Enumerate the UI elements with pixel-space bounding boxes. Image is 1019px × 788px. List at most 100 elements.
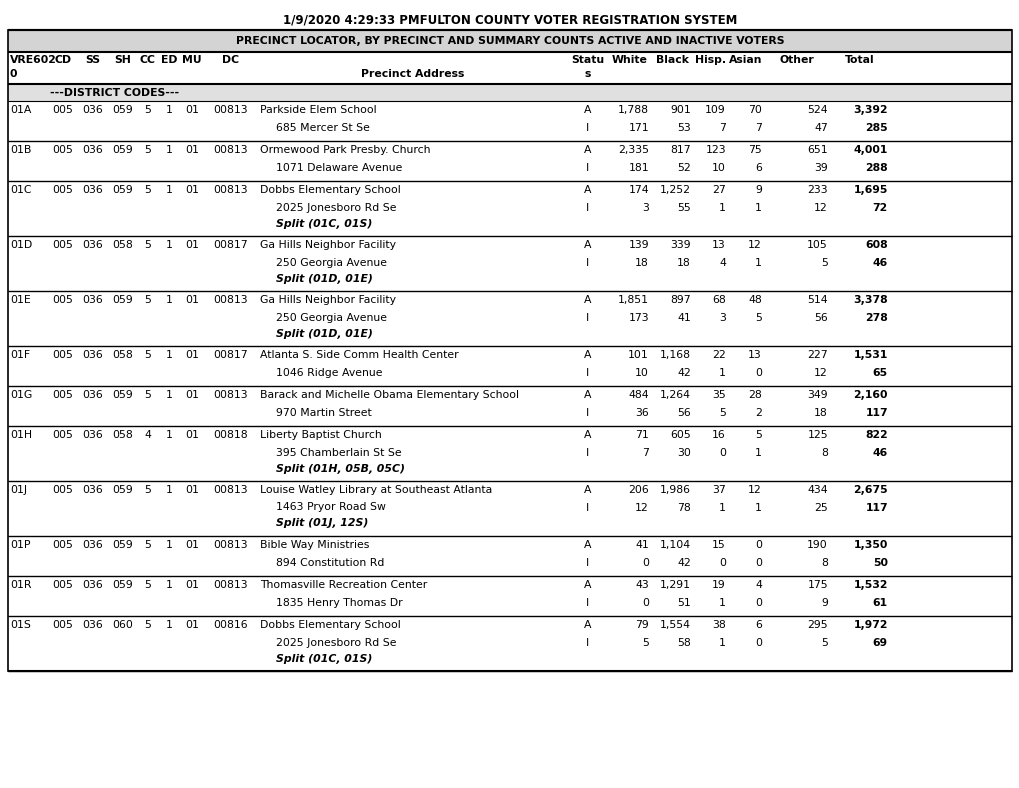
Text: 174: 174	[628, 185, 648, 195]
Text: 1,986: 1,986	[659, 485, 690, 495]
Text: 18: 18	[677, 258, 690, 267]
Text: A: A	[583, 105, 591, 115]
Text: 43: 43	[635, 580, 648, 590]
Text: Ormewood Park Presby. Church: Ormewood Park Presby. Church	[260, 145, 430, 155]
Text: 5: 5	[145, 350, 151, 360]
Text: 01R: 01R	[10, 580, 32, 590]
Text: 5: 5	[145, 295, 151, 305]
Text: 00813: 00813	[213, 185, 248, 195]
Text: 059: 059	[112, 390, 133, 400]
Text: s: s	[584, 69, 590, 79]
Text: 1: 1	[754, 203, 761, 213]
Text: Precinct Address: Precinct Address	[361, 69, 464, 79]
Text: I: I	[585, 503, 589, 512]
Text: 01H: 01H	[10, 430, 32, 440]
Text: 56: 56	[813, 313, 827, 322]
Text: DC: DC	[222, 55, 239, 65]
Text: A: A	[583, 390, 591, 400]
Text: 01: 01	[184, 145, 199, 155]
Text: 01G: 01G	[10, 390, 33, 400]
Text: 47: 47	[813, 122, 827, 132]
Text: I: I	[585, 448, 589, 458]
Text: 1,104: 1,104	[659, 540, 690, 550]
Text: 5: 5	[145, 145, 151, 155]
Text: 01: 01	[184, 430, 199, 440]
Text: 56: 56	[677, 407, 690, 418]
Text: 01: 01	[184, 620, 199, 630]
Text: 2: 2	[754, 407, 761, 418]
Text: 48: 48	[748, 295, 761, 305]
Text: 01: 01	[184, 580, 199, 590]
Text: A: A	[583, 430, 591, 440]
Text: 058: 058	[112, 430, 133, 440]
Text: I: I	[585, 203, 589, 213]
Text: 5: 5	[754, 430, 761, 440]
Text: 6: 6	[754, 620, 761, 630]
Text: 901: 901	[669, 105, 690, 115]
Text: 036: 036	[83, 240, 103, 250]
Text: 41: 41	[677, 313, 690, 322]
Text: Black: Black	[655, 55, 688, 65]
Text: 7: 7	[754, 122, 761, 132]
Text: 2,675: 2,675	[853, 485, 888, 495]
Text: 1: 1	[754, 258, 761, 267]
Text: 608: 608	[864, 240, 888, 250]
Text: 5: 5	[820, 258, 827, 267]
Text: 288: 288	[864, 162, 888, 173]
Text: 005: 005	[53, 105, 73, 115]
Text: 1: 1	[165, 540, 172, 550]
Bar	[8, 84, 1011, 101]
Text: 5: 5	[820, 637, 827, 648]
Text: 339: 339	[669, 240, 690, 250]
Text: 105: 105	[806, 240, 827, 250]
Text: 139: 139	[628, 240, 648, 250]
Text: 1046 Ridge Avenue: 1046 Ridge Avenue	[276, 367, 382, 377]
Text: 70: 70	[747, 105, 761, 115]
Text: 79: 79	[635, 620, 648, 630]
Text: 5: 5	[145, 105, 151, 115]
Text: 00813: 00813	[213, 105, 248, 115]
Text: 605: 605	[669, 430, 690, 440]
Text: 036: 036	[83, 430, 103, 440]
Text: 65: 65	[872, 367, 888, 377]
Text: Ga Hills Neighbor Facility: Ga Hills Neighbor Facility	[260, 240, 395, 250]
Text: 68: 68	[711, 295, 726, 305]
Text: 8: 8	[820, 557, 827, 567]
Text: 036: 036	[83, 485, 103, 495]
Text: 61: 61	[872, 597, 888, 608]
Text: 5: 5	[754, 313, 761, 322]
Text: 1/9/2020 4:29:33 PMFULTON COUNTY VOTER REGISTRATION SYSTEM: 1/9/2020 4:29:33 PMFULTON COUNTY VOTER R…	[282, 13, 737, 26]
Text: 0: 0	[641, 597, 648, 608]
Text: 1,252: 1,252	[659, 185, 690, 195]
Text: Split (01C, 01S): Split (01C, 01S)	[276, 218, 372, 229]
Text: 00817: 00817	[213, 350, 248, 360]
Text: 005: 005	[53, 240, 73, 250]
Text: 036: 036	[83, 185, 103, 195]
Text: 7: 7	[718, 122, 726, 132]
Text: 71: 71	[635, 430, 648, 440]
Text: Other: Other	[779, 55, 813, 65]
Text: 1,168: 1,168	[659, 350, 690, 360]
Text: 3,392: 3,392	[853, 105, 888, 115]
Text: Liberty Baptist Church: Liberty Baptist Church	[260, 430, 381, 440]
Text: 1: 1	[754, 448, 761, 458]
Text: 651: 651	[807, 145, 827, 155]
Text: I: I	[585, 597, 589, 608]
Text: 005: 005	[53, 620, 73, 630]
Text: 01: 01	[184, 185, 199, 195]
Text: 13: 13	[711, 240, 726, 250]
Text: 1,554: 1,554	[659, 620, 690, 630]
Text: 1: 1	[165, 145, 172, 155]
Text: 00813: 00813	[213, 295, 248, 305]
Text: I: I	[585, 407, 589, 418]
Text: 01F: 01F	[10, 350, 31, 360]
Text: 1: 1	[718, 503, 726, 512]
Text: 1,264: 1,264	[659, 390, 690, 400]
Text: 058: 058	[112, 240, 133, 250]
Text: A: A	[583, 145, 591, 155]
Text: 0: 0	[718, 448, 726, 458]
Text: 19: 19	[711, 580, 726, 590]
Text: 15: 15	[711, 540, 726, 550]
Text: 42: 42	[677, 557, 690, 567]
Text: 35: 35	[711, 390, 726, 400]
